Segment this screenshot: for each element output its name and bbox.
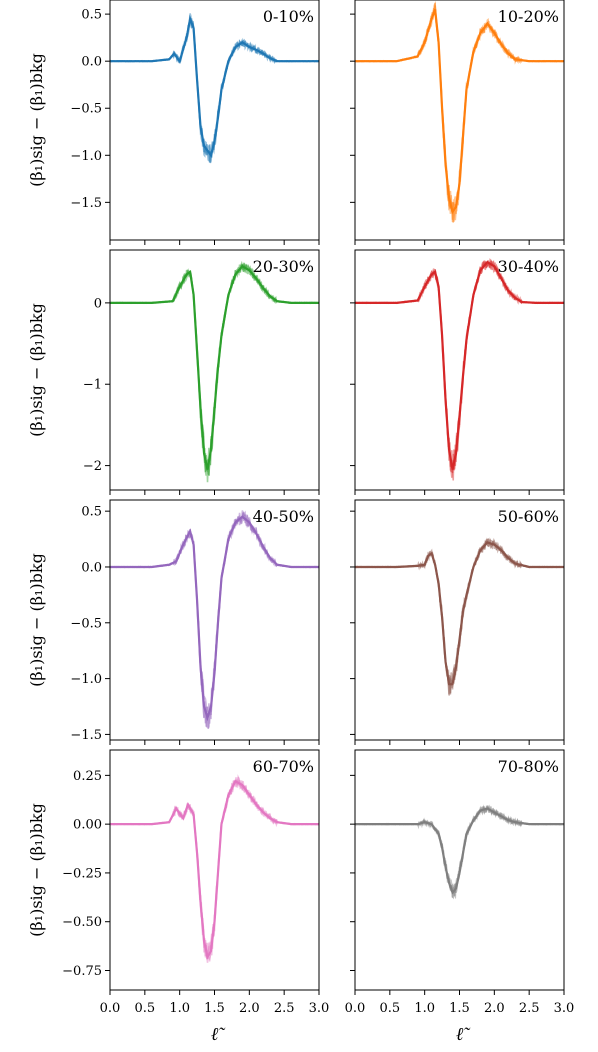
series-line [110,264,319,470]
series-replica-0 [110,260,319,476]
panel-50-60%: 50-60% [350,499,565,745]
panel-0-10%: 0.5 0.0 −0.5 −1.0 −1.5 0-10% (β₁)sig − (β₁)bkg [27,0,320,245]
series-replica-0 [355,804,564,900]
series-replica-0 [355,537,564,694]
series-replica-2 [355,805,564,900]
series-line [355,807,564,895]
y-tick-label: 0.0 [81,55,102,70]
panel-title: 10-20% [498,7,559,26]
y-tick-label: −1 [83,378,102,393]
series-replica-2 [110,510,319,729]
y-axis-label: (β₁)sig − (β₁)bkg [27,303,46,437]
y-tick-label: −0.25 [62,866,102,881]
series-replica-2 [110,263,319,476]
y-tick-label: 0.25 [73,769,102,784]
series-line [110,515,319,722]
panel-40-50%: 0.5 0.0 −0.5 −1.0 −1.5 40-50% (β₁)sig − (β₁)bk… [27,499,320,745]
series-line [110,779,319,960]
series-replica-2 [355,538,564,695]
y-tick-label: −0.50 [62,915,102,930]
panel-title: 60-70% [253,757,314,776]
axes-frame [109,249,320,491]
series-line [355,9,564,215]
axes-frame [354,0,565,241]
y-tick-label: −1.5 [70,728,102,743]
y-axis-label: (β₁)sig − (β₁)bkg [27,53,46,187]
y-tick-label: 0.00 [73,818,102,833]
x-tick-label: 0.0 [100,1001,121,1016]
panel-70-80%: 0.0 0.5 1.0 1.5 2.0 2.5 3.0 70-80% [345,749,575,1016]
y-axis-label: (β₁)sig − (β₁)bkg [27,553,46,687]
panel-title: 30-40% [498,257,559,276]
x-tick-label: 2.0 [239,1001,260,1016]
y-axis-label: (β₁)sig − (β₁)bkg [27,803,46,937]
series-replica-1 [355,258,564,473]
y-tick-label: −0.5 [70,102,102,117]
panel-30-40%: 30-40% [350,249,565,495]
x-tick-label: 1.5 [204,1001,225,1016]
series-replica-0 [355,260,564,478]
panel-60-70%: 0.0 0.5 1.0 1.5 2.0 2.5 3.0 0.25 0.00 −0.25 −0.50 −… [27,749,330,1016]
x-tick-label: 2.0 [484,1001,505,1016]
y-tick-label: 0.0 [81,560,102,575]
y-tick-label: −1.0 [70,672,102,687]
y-tick-label: −0.5 [70,616,102,631]
x-tick-label: 0.5 [379,1001,400,1016]
panel-title: 70-80% [498,757,559,776]
series-replica-2 [355,260,564,481]
panel-10-20%: 10-20% [350,0,565,245]
series-line [355,541,564,686]
panel-title: 20-30% [253,257,314,276]
x-tick-label: 1.5 [449,1001,470,1016]
series-replica-1 [110,510,319,727]
y-tick-label: −1.5 [70,196,102,211]
y-tick-label: −1.0 [70,149,102,164]
x-tick-label: 3.0 [554,1001,575,1016]
series-replica-1 [355,537,564,696]
x-tick-label: 0.5 [134,1001,155,1016]
x-tick-label: 1.0 [169,1001,190,1016]
panel-title: 40-50% [253,507,314,526]
y-tick-label: 0.5 [81,505,102,520]
axes-frame [109,499,320,741]
x-tick-label: 2.5 [519,1001,540,1016]
y-tick-label: 0 [94,296,102,311]
y-tick-label: −2 [83,459,102,474]
x-tick-label: 1.0 [414,1001,435,1016]
series-replica-2 [110,776,319,961]
x-tick-label: 2.5 [274,1001,295,1016]
series-replica-1 [355,804,564,896]
x-tick-label: 3.0 [309,1001,330,1016]
axes-frame [354,249,565,491]
x-axis-label: ℓ̃ [456,1024,471,1045]
panel-title: 50-60% [498,507,559,526]
series-line [110,14,319,158]
panel-20-30%: 0 −1 −2 20-30% (β₁)sig − (β₁)bkg [27,249,320,495]
series-line [355,260,564,470]
panel-title: 0-10% [263,7,314,26]
axes-frame [354,499,565,741]
series-replica-0 [110,511,319,729]
axes-frame [109,0,320,241]
y-tick-label: 0.5 [81,8,102,23]
y-tick-label: −0.75 [62,964,102,979]
x-tick-label: 0.0 [345,1001,366,1016]
series-replica-1 [110,262,319,483]
axes-frame [109,749,320,991]
x-axis-label: ℓ̃ [211,1024,226,1045]
